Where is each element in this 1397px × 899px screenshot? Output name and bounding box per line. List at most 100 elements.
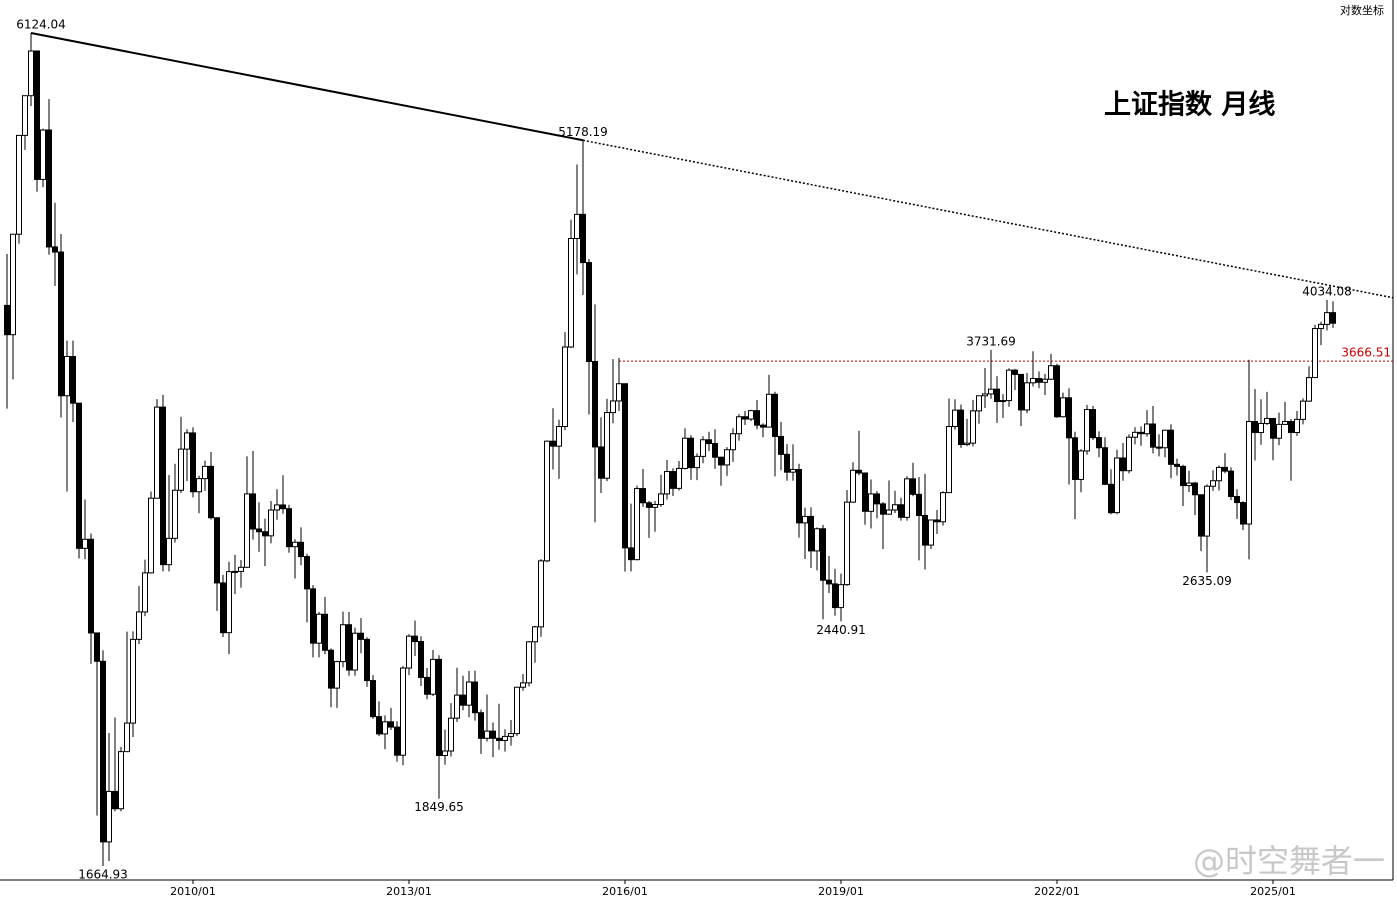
candle-body bbox=[130, 638, 136, 724]
candle-body bbox=[94, 632, 100, 662]
candle-body bbox=[22, 95, 28, 136]
candle-body bbox=[550, 440, 556, 447]
candle-body bbox=[880, 503, 886, 515]
candle-body bbox=[334, 661, 340, 689]
candle-body bbox=[316, 613, 322, 644]
candle-body bbox=[1042, 378, 1048, 383]
candle-body bbox=[472, 681, 478, 714]
trend-line-extension bbox=[582, 139, 1394, 299]
candle-body bbox=[850, 469, 856, 503]
candle-body bbox=[616, 383, 622, 402]
candle-body bbox=[226, 571, 232, 634]
candle-body bbox=[274, 504, 280, 511]
candle-body bbox=[358, 632, 364, 640]
candle-body bbox=[400, 667, 406, 756]
candle-body bbox=[736, 416, 742, 435]
candle-body bbox=[640, 488, 646, 504]
candle-body bbox=[1234, 495, 1240, 504]
candle-body bbox=[250, 493, 256, 530]
candle-body bbox=[916, 493, 922, 517]
candle-body bbox=[748, 410, 754, 420]
low-label: 2635.09 bbox=[1182, 574, 1232, 588]
candle-body bbox=[430, 658, 436, 695]
candle-body bbox=[844, 501, 850, 586]
candle-body bbox=[1204, 485, 1210, 537]
candle-body bbox=[454, 694, 460, 719]
candle-body bbox=[388, 721, 394, 728]
candle-body bbox=[676, 467, 682, 489]
candle-body bbox=[856, 469, 862, 474]
candle-body bbox=[1186, 482, 1192, 487]
candle-body bbox=[652, 504, 658, 508]
candle-body bbox=[328, 649, 334, 689]
candle-body bbox=[934, 519, 940, 523]
candle-body bbox=[310, 588, 316, 644]
candle-body bbox=[610, 400, 616, 414]
candle-body bbox=[238, 566, 244, 572]
candle-body bbox=[754, 410, 760, 426]
candle-body bbox=[898, 504, 904, 518]
candle-body bbox=[892, 504, 898, 511]
candle-body bbox=[436, 658, 442, 757]
candle-body bbox=[730, 433, 736, 451]
candle-body bbox=[994, 388, 1000, 403]
candle-body bbox=[1054, 365, 1060, 418]
high-label: 6124.04 bbox=[16, 17, 66, 31]
candle-body bbox=[490, 730, 496, 739]
candle-body bbox=[4, 304, 10, 336]
candle-body bbox=[64, 355, 70, 397]
candle-body bbox=[790, 468, 796, 473]
candle-body bbox=[982, 393, 988, 397]
candle-body bbox=[670, 471, 676, 489]
candle-body bbox=[136, 611, 142, 640]
candle-body bbox=[622, 383, 628, 549]
candle-body bbox=[910, 478, 916, 495]
candle-body bbox=[442, 750, 448, 757]
candle-body bbox=[1138, 431, 1144, 435]
candle-body bbox=[1132, 431, 1138, 438]
candle-body bbox=[448, 717, 454, 752]
candle-body bbox=[1258, 422, 1264, 434]
candle-body bbox=[766, 393, 772, 428]
low-label: 1849.65 bbox=[414, 800, 464, 814]
candle-body bbox=[940, 492, 946, 523]
candle-body bbox=[346, 624, 352, 671]
candle-body bbox=[514, 686, 520, 735]
x-tick-label: 2022/01 bbox=[1034, 885, 1080, 898]
candle-body bbox=[352, 632, 358, 671]
candle-body bbox=[814, 528, 820, 552]
candle-body bbox=[526, 641, 532, 684]
candle-body bbox=[1318, 323, 1324, 330]
candle-body bbox=[586, 262, 592, 363]
candle-body bbox=[160, 406, 166, 566]
candle-body bbox=[232, 570, 238, 573]
candle-body bbox=[1180, 465, 1186, 487]
candle-body bbox=[88, 538, 94, 634]
candle-body bbox=[202, 465, 208, 480]
candle-body bbox=[304, 556, 310, 590]
candle-body bbox=[1048, 365, 1054, 380]
candle-body bbox=[40, 129, 46, 180]
candle-body bbox=[1096, 437, 1102, 449]
candle-body bbox=[1024, 382, 1030, 411]
candle-body bbox=[286, 508, 292, 548]
candle-body bbox=[370, 680, 376, 718]
candle-body bbox=[418, 641, 424, 678]
candle-body bbox=[106, 790, 112, 843]
candle-body bbox=[16, 134, 22, 235]
candle-body bbox=[628, 547, 634, 561]
candle-body bbox=[1126, 436, 1132, 472]
scale-label: 对数坐标 bbox=[1340, 3, 1384, 17]
candle-body bbox=[928, 519, 934, 546]
candle-body bbox=[868, 493, 874, 512]
candle-body bbox=[508, 733, 514, 737]
candle-body bbox=[340, 624, 346, 663]
candle-body bbox=[1108, 483, 1114, 514]
candle-body bbox=[196, 478, 202, 493]
candle-body bbox=[970, 410, 976, 444]
candle-body bbox=[568, 238, 574, 348]
watermark: @时空舞者一 bbox=[1193, 842, 1385, 880]
candle-body bbox=[1168, 429, 1174, 465]
